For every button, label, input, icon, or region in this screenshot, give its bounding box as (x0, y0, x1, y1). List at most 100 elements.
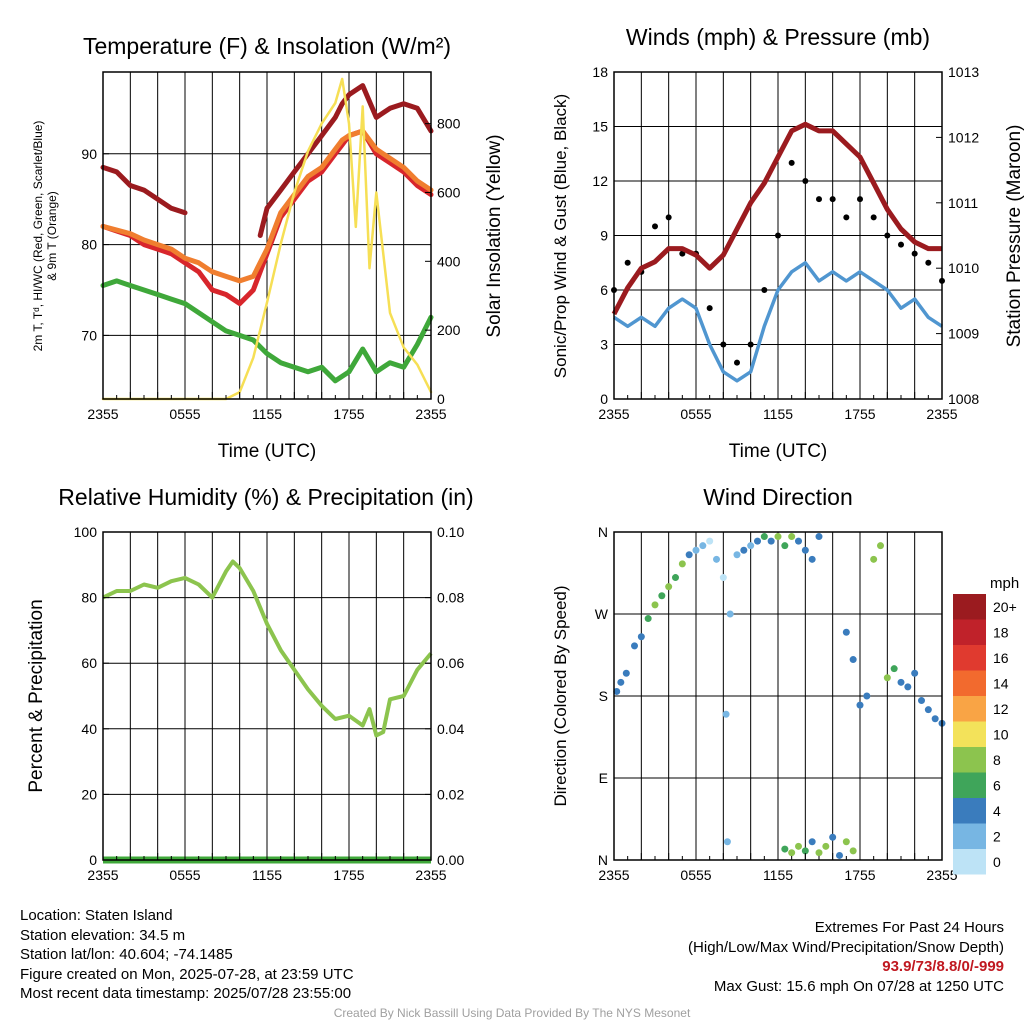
wind-right-ytick-label: 1009 (948, 326, 979, 342)
wind-right-ytick-label: 1013 (948, 64, 979, 80)
rh-left-ytick-label: 80 (81, 590, 97, 606)
wind-xtick-label: 0555 (680, 406, 711, 422)
wind-left-ytick-label: 6 (600, 282, 608, 298)
direction-point (713, 555, 720, 563)
direction-point (808, 838, 816, 846)
wind-xlabel: Time (UTC) (729, 441, 828, 462)
rh-ylabel: Percent & Precipitation (26, 599, 47, 792)
temp-ylabel-line2: & 9m T (Orange) (45, 191, 59, 281)
extremes-subtitle: (High/Low/Max Wind/Precipitation/Snow De… (688, 938, 1004, 956)
gust-point (734, 359, 740, 366)
wind-right-ytick-label: 1011 (948, 195, 978, 211)
direction-point (733, 551, 741, 559)
direction-point (678, 560, 686, 568)
gust-point (870, 214, 877, 221)
direction-point (760, 533, 768, 541)
direction-point (829, 833, 837, 841)
colorbar-swatch (953, 696, 986, 722)
temp-series-line (257, 83, 434, 238)
recent-timestamp: Most recent data timestamp: 2025/07/28 2… (20, 985, 352, 1002)
direction-point (658, 592, 666, 600)
direction-point (842, 628, 850, 636)
colorbar-swatch (953, 721, 986, 747)
direction-point (863, 692, 871, 700)
direction-point (637, 633, 645, 641)
temp-ylabel-line1: 2m T, Tᵈ, HI/WC (Red, Green, Scarlet/Blu… (31, 121, 45, 352)
colorbar-label: 0 (993, 854, 1001, 870)
wind-right-ytick-label: 1012 (948, 129, 979, 145)
direction-point (692, 546, 700, 554)
gust-point (679, 250, 686, 257)
wind-right-ytick-label: 1008 (948, 391, 979, 407)
gust-point (911, 250, 918, 257)
direction-point (904, 683, 912, 691)
dir-left-ytick-label: N (598, 524, 608, 540)
dir-xtick-label: 1155 (763, 867, 793, 883)
gust-point (857, 196, 863, 203)
gust-point (720, 341, 727, 348)
temp-left-ytick-label: 80 (81, 237, 97, 253)
temp-xtick-label: 2355 (87, 406, 118, 422)
wind-left-ytick-label: 12 (592, 173, 608, 189)
rh-series-line (102, 559, 433, 738)
temp-xlabel: Time (UTC) (218, 441, 317, 462)
gust-point (816, 196, 822, 203)
direction-point (795, 537, 802, 545)
colorbar-label: 4 (993, 803, 1001, 819)
temp-xtick-label: 2355 (415, 406, 446, 422)
rh-xtick-label: 0555 (169, 867, 200, 883)
direction-point (856, 701, 864, 709)
colorbar-swatch (953, 594, 986, 620)
direction-point (651, 601, 659, 609)
temp-right-ytick-label: 600 (437, 184, 461, 200)
direction-point (665, 583, 673, 591)
direction-point (788, 849, 796, 857)
rh-xtick-label: 1755 (333, 867, 364, 883)
station-elevation: Station elevation: 34.5 m (20, 926, 186, 944)
extremes-values: 93.9/73/8.8/0/-999 (882, 958, 1004, 975)
rh-left-ytick-label: 40 (81, 721, 97, 737)
colorbar-label: 14 (993, 675, 1009, 691)
dir-ylabel: Direction (Colored By Speed) (551, 585, 570, 806)
direction-point (849, 656, 857, 664)
gust-point (706, 305, 713, 312)
colorbar-swatch (953, 670, 986, 696)
colorbar-label: 16 (993, 650, 1009, 666)
wind-series-line (613, 261, 943, 383)
wind-left-ytick-label: 0 (600, 391, 608, 407)
rh-left-ytick-label: 0 (89, 852, 97, 868)
direction-point (622, 669, 630, 677)
direction-point (883, 674, 891, 682)
dir-xtick-label: 0555 (680, 867, 711, 883)
colorbar-label: 6 (993, 777, 1001, 793)
rh-right-ytick-label: 0.08 (437, 590, 464, 606)
colorbar-label: 10 (993, 726, 1009, 742)
wind-panel-title: Winds (mph) & Pressure (mb) (626, 24, 930, 50)
gust-point (884, 232, 891, 239)
direction-point (924, 706, 932, 714)
wind-xtick-label: 2355 (598, 406, 629, 422)
direction-point (801, 847, 809, 855)
direction-point (747, 542, 755, 550)
direction-point (726, 610, 734, 618)
direction-point (849, 847, 857, 855)
direction-point (911, 669, 919, 677)
temp-y2label: Solar Insolation (Yellow) (484, 134, 505, 337)
temp-series-line (100, 278, 434, 384)
temp-xtick-label: 1755 (333, 406, 364, 422)
direction-point (706, 537, 714, 545)
direction-point (822, 842, 830, 850)
direction-point (918, 697, 925, 705)
direction-point (815, 533, 823, 541)
dir-left-ytick-label: W (595, 606, 609, 622)
gust-point (802, 178, 809, 184)
direction-point (685, 551, 693, 559)
colorbar-label: 8 (993, 752, 1001, 768)
direction-point (740, 546, 748, 554)
extremes-title: Extremes For Past 24 Hours (814, 919, 1004, 936)
direction-point (774, 533, 782, 541)
wind-left-ytick-label: 3 (600, 337, 608, 353)
dir-xtick-label: 2355 (926, 867, 957, 883)
dir-left-ytick-label: S (599, 688, 608, 704)
